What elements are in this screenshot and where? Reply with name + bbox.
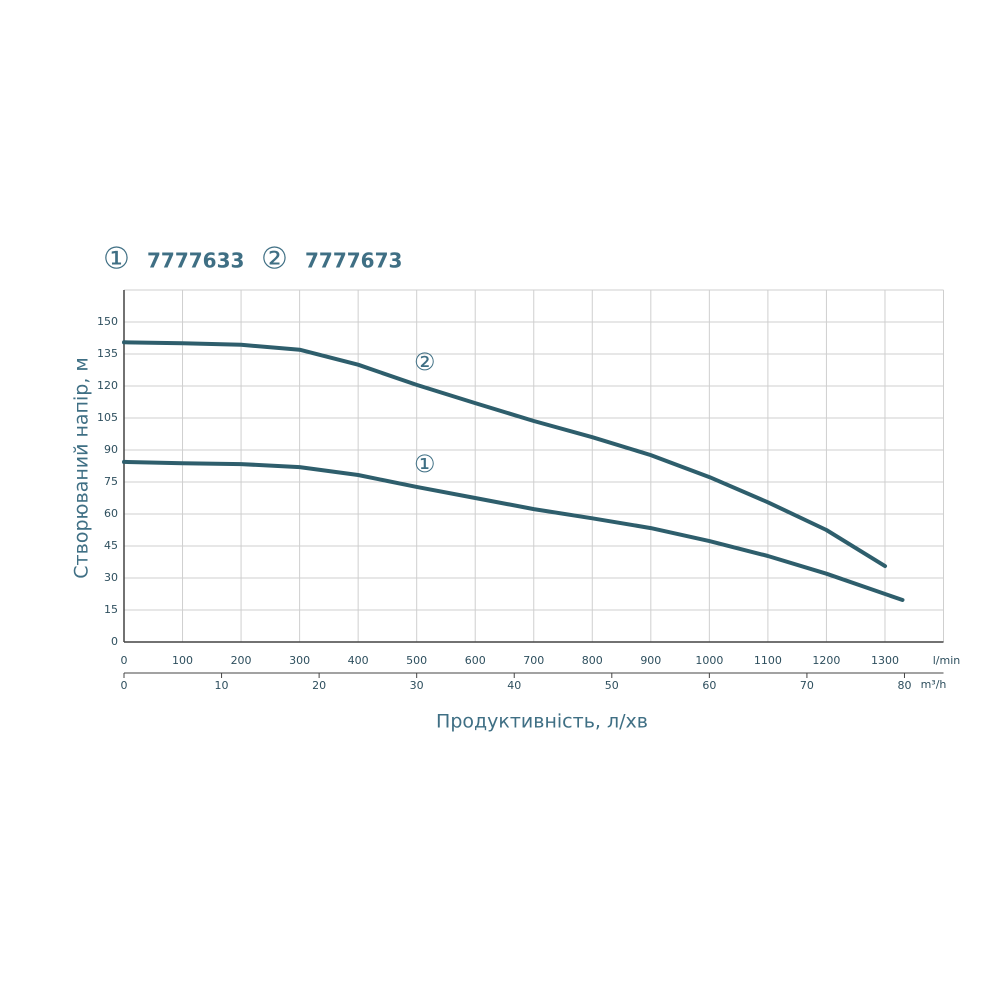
x-axis-label: Продуктивність, л/хв <box>436 711 648 733</box>
y-tick-label: 30 <box>104 571 118 584</box>
x-tick-label: 100 <box>172 654 193 667</box>
x-tick-label: 300 <box>289 654 310 667</box>
x-tick-label: 1000 <box>695 654 723 667</box>
x-unit: l/min <box>933 654 961 667</box>
x-tick-label: 400 <box>348 654 369 667</box>
legend-marker: ② <box>261 242 288 277</box>
y-axis-label: Створюваний напір, м <box>71 357 93 578</box>
y-tick-label: 45 <box>104 539 118 552</box>
x-tick-label: 1100 <box>754 654 782 667</box>
curve-label: ① <box>414 450 436 478</box>
x2-tick-label: 20 <box>312 679 326 692</box>
x-tick-label: 200 <box>231 654 252 667</box>
x-tick-label: 1300 <box>871 654 899 667</box>
y-tick-label: 15 <box>104 603 118 616</box>
x2-tick-label: 40 <box>507 679 521 692</box>
x2-tick-label: 60 <box>702 679 716 692</box>
x2-tick-label: 30 <box>410 679 424 692</box>
y-tick-label: 60 <box>104 507 118 520</box>
legend-label: 7777673 <box>305 249 402 273</box>
x2-tick-label: 0 <box>121 679 128 692</box>
legend-marker: ① <box>103 242 130 277</box>
x-tick-label: 0 <box>121 654 128 667</box>
y-tick-label: 105 <box>97 411 118 424</box>
x-tick-label: 900 <box>640 654 661 667</box>
x2-tick-label: 70 <box>800 679 814 692</box>
x2-unit: m³/h <box>921 678 947 691</box>
legend-label: 7777633 <box>147 249 244 273</box>
curve-label: ② <box>414 348 436 376</box>
series-line <box>122 459 905 602</box>
y-tick-label: 0 <box>111 635 118 648</box>
y-tick-label: 90 <box>104 443 118 456</box>
series-line <box>122 340 887 569</box>
x2-tick-label: 50 <box>605 679 619 692</box>
y-tick-label: 135 <box>97 347 118 360</box>
x-tick-label: 500 <box>406 654 427 667</box>
y-tick-label: 120 <box>97 379 118 392</box>
x2-tick-label: 10 <box>215 679 229 692</box>
y-tick-label: 150 <box>97 315 118 328</box>
x-tick-label: 600 <box>465 654 486 667</box>
x-tick-label: 800 <box>582 654 603 667</box>
x-tick-label: 700 <box>523 654 544 667</box>
y-tick-label: 75 <box>104 475 118 488</box>
x-tick-label: 1200 <box>812 654 840 667</box>
x2-tick-label: 80 <box>897 679 911 692</box>
